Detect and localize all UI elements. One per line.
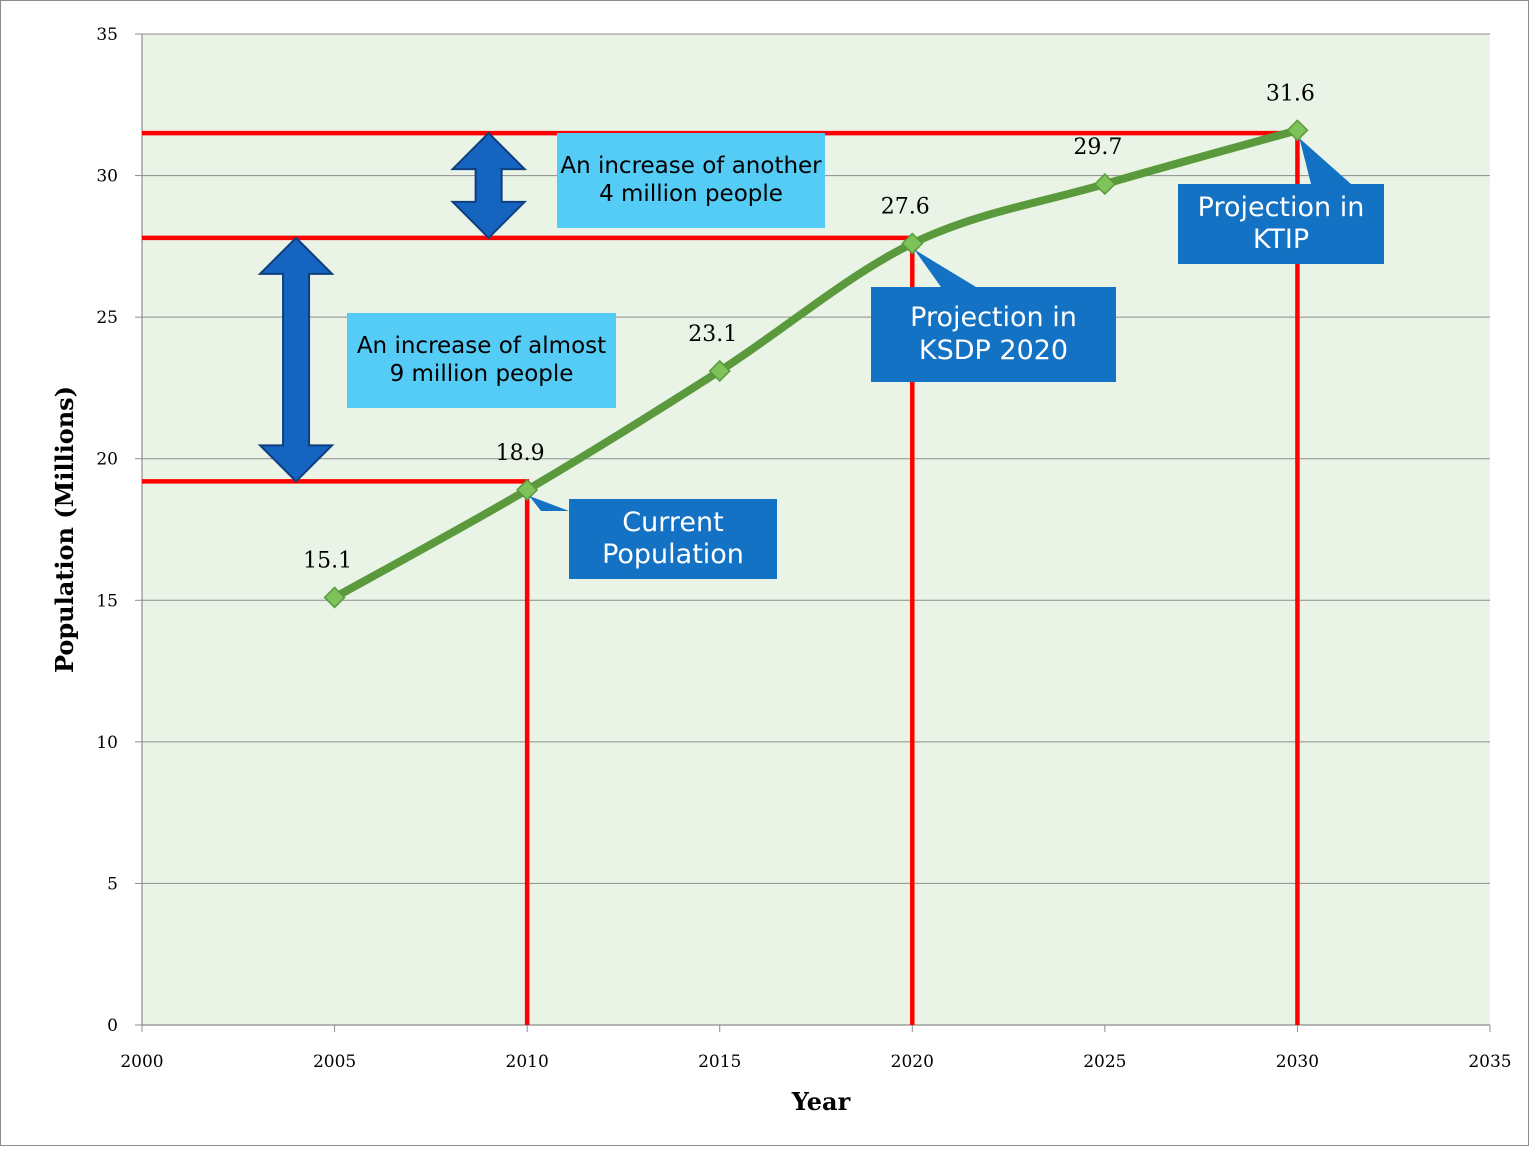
callout-projection-ksdp: Projection in KSDP 2020 [871,287,1116,382]
gridlines [135,33,1490,1026]
data-point-2010 [516,478,539,501]
y-tick-10: 10 [96,733,118,753]
annotation-increase-4-million: An increase of another 4 million people [557,133,825,228]
data-point-2005 [323,586,346,609]
y-tick-35: 35 [96,25,118,45]
y-tick-20: 20 [96,450,118,470]
data-label-2010: 18.9 [496,441,545,466]
annotation-increase-9-million-text: An increase of almost 9 million people [356,332,607,387]
x-tick-2035: 2035 [1468,1052,1511,1072]
y-tick-30: 30 [96,167,118,187]
y-axis-label: Population (Millions) [50,386,79,673]
data-labels: 15.1 18.9 23.1 27.6 29.7 31.6 [303,81,1315,573]
data-label-2030: 31.6 [1266,81,1315,106]
y-tick-5: 5 [107,874,118,894]
callout-pointer-2 [1299,138,1351,184]
x-tick-2005: 2005 [313,1052,356,1072]
data-point-2025 [1093,173,1116,196]
range-arrows [257,131,528,483]
x-tick-2010: 2010 [506,1052,549,1072]
series-line-population [330,126,1302,602]
data-point-2030 [1286,119,1309,142]
x-tick-labels: 2000 2005 2010 2015 2020 2025 2030 2035 [120,1052,1511,1072]
callout-pointer-1 [914,249,976,287]
double-arrow-1 [450,131,528,240]
callout-pointer-0 [529,495,569,511]
annotation-increase-9-million: An increase of almost 9 million people [347,313,616,408]
callout-projection-ksdp-text: Projection in KSDP 2020 [910,302,1077,366]
data-label-2020: 27.6 [881,195,930,220]
data-point-2015 [708,359,731,383]
y-tick-labels: 0 5 10 15 20 25 30 35 [96,25,118,1036]
x-axis-label: Year [791,1087,851,1116]
data-label-2015: 23.1 [688,322,737,347]
data-point-2020 [901,232,924,255]
callout-current-population-text: Current Population [602,506,744,570]
y-tick-0: 0 [107,1016,118,1036]
callout-current-population: Current Population [569,499,777,579]
double-arrow-0 [257,236,335,483]
data-label-2025: 29.7 [1073,135,1122,160]
x-tick-2000: 2000 [120,1052,163,1072]
y-tick-25: 25 [96,308,118,328]
x-tick-2015: 2015 [698,1052,741,1072]
x-tick-2025: 2025 [1083,1052,1126,1072]
annotation-increase-4-million-text: An increase of another 4 million people [560,152,822,207]
callout-pointers [529,138,1351,511]
data-label-2005: 15.1 [303,548,352,573]
callout-projection-ktip: Projection in KTIP [1178,184,1384,264]
y-tick-15: 15 [96,591,118,611]
callout-projection-ktip-text: Projection in KTIP [1197,191,1365,255]
axes [141,34,1491,1032]
series-markers [323,119,1309,609]
x-tick-2030: 2030 [1276,1052,1319,1072]
x-tick-2020: 2020 [891,1052,934,1072]
